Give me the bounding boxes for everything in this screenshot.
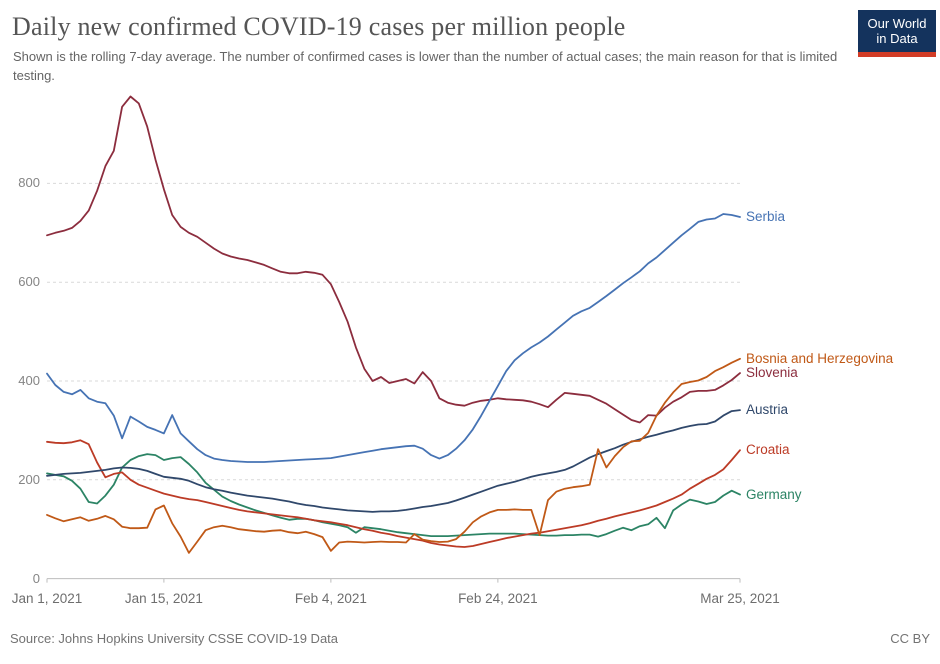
owid-logo-text: Our World in Data: [858, 10, 936, 52]
owid-logo-bar: [858, 52, 936, 57]
source-note: Source: Johns Hopkins University CSSE CO…: [10, 631, 339, 646]
license-link[interactable]: CC BY: [890, 631, 930, 646]
x-tick-label: Feb 4, 2021: [294, 591, 367, 606]
x-tick-label: Feb 24, 2021: [458, 591, 538, 606]
x-tick-label: Jan 15, 2021: [124, 591, 203, 606]
series-label[interactable]: Croatia: [746, 442, 790, 458]
y-tick-label: 200: [18, 471, 40, 487]
series-label[interactable]: Austria: [746, 402, 789, 418]
series-line[interactable]: [46, 439, 741, 548]
series-label[interactable]: Bosnia and Herzegovina: [746, 350, 894, 366]
series-line[interactable]: [46, 213, 741, 463]
series-label[interactable]: Germany: [746, 486, 802, 502]
y-tick-label: 600: [18, 274, 40, 290]
owid-logo-line2: in Data: [876, 31, 918, 46]
series-label[interactable]: Serbia: [746, 208, 786, 224]
y-tick-label: 400: [18, 373, 40, 388]
chart-title: Daily new confirmed COVID-19 cases per m…: [12, 12, 626, 41]
series-line[interactable]: [46, 357, 741, 554]
x-tick-label: Jan 1, 2021: [11, 591, 83, 606]
series-line[interactable]: [46, 95, 741, 424]
owid-logo[interactable]: Our World in Data: [858, 10, 936, 57]
y-tick-label: 800: [18, 175, 40, 191]
series-label[interactable]: Slovenia: [746, 365, 798, 381]
series-line[interactable]: [46, 453, 741, 538]
x-tick-label: Mar 25, 2021: [700, 591, 780, 606]
series-line[interactable]: [46, 409, 741, 513]
owid-logo-line1: Our World: [867, 16, 927, 31]
y-tick-label: 0: [32, 570, 40, 586]
chart-subtitle: Shown is the rolling 7-day average. The …: [13, 49, 838, 83]
